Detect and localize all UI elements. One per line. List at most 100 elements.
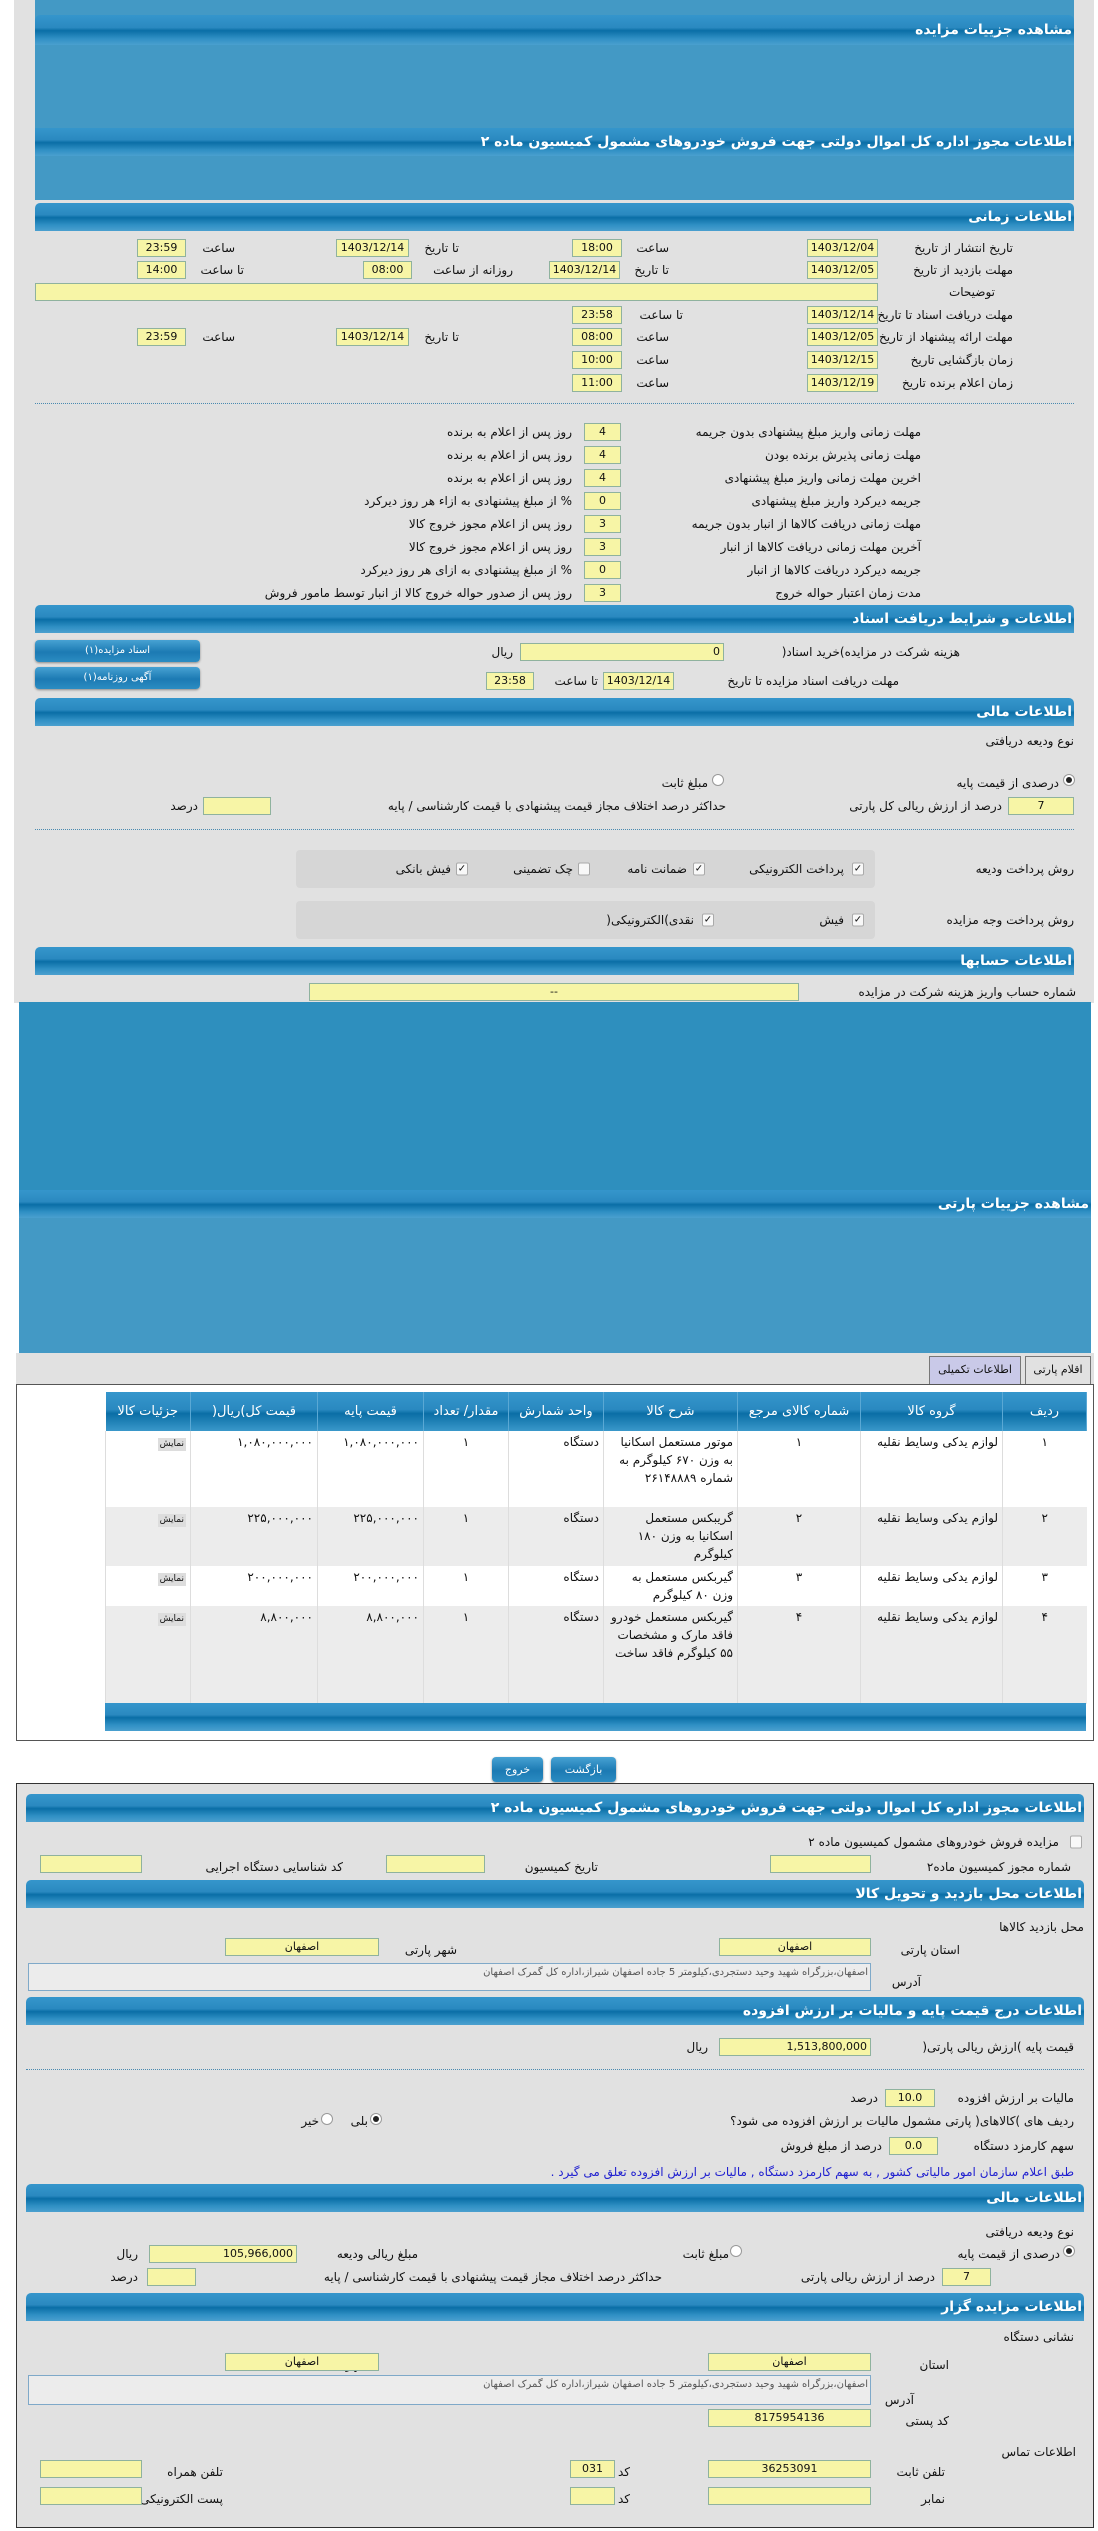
description-field bbox=[35, 283, 878, 301]
lot-city-field: اصفهان bbox=[225, 1938, 379, 1956]
newspaper-ad-button[interactable]: آگهی روزنامه(۱) bbox=[35, 667, 200, 689]
percent-radio[interactable] bbox=[1063, 774, 1075, 786]
to-date-label: تا تاریخ bbox=[634, 263, 669, 277]
cash-electronic-label: نقدی)الکترونیکی( bbox=[606, 913, 694, 927]
deadline-label: مهلت زمانی دریافت کالاها از انبار بدون ج… bbox=[691, 517, 921, 531]
postal-code-field: 8175954136 bbox=[708, 2409, 871, 2427]
deadline-label: مهلت زمانی پذیرش برنده بودن bbox=[764, 448, 921, 462]
fee-share-field: 0.0 bbox=[889, 2137, 938, 2155]
column-header: ردیف bbox=[1002, 1392, 1087, 1431]
opening-time: 10:00 bbox=[572, 351, 622, 369]
commission-date-label: تاریخ کمیسیون bbox=[524, 1860, 598, 1874]
divider bbox=[35, 403, 1074, 404]
table-cell: ۳ bbox=[1002, 1566, 1087, 1606]
fee-unit: ریال bbox=[491, 645, 513, 659]
base-price-field: 1,513,800,000 bbox=[719, 2038, 871, 2056]
table-cell: دستگاه bbox=[508, 1507, 604, 1566]
table-cell: لوازم یدکی وسایط نقلیه bbox=[860, 1431, 1003, 1507]
deadline-value: 4 bbox=[584, 469, 621, 487]
guarantee-letter-checkbox[interactable]: ✓ bbox=[693, 862, 705, 876]
max-diff-label: حداکثر درصد اختلاف مجاز قیمت پیشنهادی با… bbox=[387, 799, 726, 813]
max-diff-field bbox=[147, 2268, 196, 2286]
table-cell: ۲۲۵,۰۰۰,۰۰۰ bbox=[190, 1507, 318, 1566]
deadline-suffix: % از مبلغ پیشنهادی به ازای هر روز دیرکرد bbox=[360, 563, 572, 577]
lot-address-label: آدرس bbox=[891, 1975, 921, 1989]
contact-title: اطلاعات تماس bbox=[1001, 2445, 1076, 2459]
deadline-label: مهلت زمانی واریز مبلغ پیشنهادی بدون جریم… bbox=[695, 425, 921, 439]
deposit-type-label: نوع ودیعه دریافتی bbox=[985, 734, 1074, 748]
bank-slip-label: فیش بانکی bbox=[395, 862, 451, 876]
lot-items-table: ردیف گروه کالا شماره کالای مرجع شرح کالا واح… bbox=[105, 1392, 1087, 1704]
cash-electronic-checkbox[interactable]: ✓ bbox=[702, 913, 714, 927]
org-code-field bbox=[40, 1855, 142, 1873]
exit-button[interactable]: خروج bbox=[492, 1757, 543, 1782]
documents-section-title: اطلاعات و شرایط دریافت اسناد bbox=[35, 605, 1074, 633]
deposit-percent-suffix: درصد از ارزش ریالی کل پارتی bbox=[849, 799, 1002, 813]
vat-yes-radio[interactable] bbox=[370, 2113, 382, 2125]
column-header: قیمت پایه bbox=[317, 1392, 424, 1431]
fixed-radio[interactable] bbox=[712, 774, 724, 786]
max-diff-label: حداکثر درصد اختلاف مجاز قیمت پیشنهادی با… bbox=[323, 2270, 662, 2284]
commission-auction-label: مزایده فروش خودروهای مشمول کمیسیون ماده … bbox=[808, 1835, 1059, 1849]
electronic-payment-checkbox[interactable]: ✓ bbox=[852, 862, 864, 876]
table-row: ۳ لوازم یدکی وسایط نقلیه ۳ گیربکس مستعمل به… bbox=[105, 1566, 1087, 1606]
cell-details: نمایش bbox=[105, 1606, 191, 1704]
show-details-button[interactable]: نمایش bbox=[157, 1613, 186, 1626]
table-cell: دستگاه bbox=[508, 1431, 604, 1507]
table-cell: ۱,۰۸۰,۰۰۰,۰۰۰ bbox=[317, 1431, 424, 1507]
show-details-button[interactable]: نمایش bbox=[157, 1514, 186, 1527]
fixed-radio[interactable] bbox=[730, 2245, 742, 2257]
fee-label: هزینه شرکت در مزایده)خرید اسناد( bbox=[781, 645, 960, 659]
table-row: ۱ لوازم یدکی وسایط نقلیه ۱ موتور مستعمل اسک… bbox=[105, 1431, 1087, 1507]
table-cell: دستگاه bbox=[508, 1566, 604, 1606]
tab-lot-items[interactable]: اقلام پارتی bbox=[1025, 1356, 1091, 1384]
percent-radio[interactable] bbox=[1063, 2245, 1075, 2257]
lot-city-label: شهر پارتی bbox=[404, 1943, 457, 1957]
cell-details: نمایش bbox=[105, 1431, 191, 1507]
time-label: ساعت bbox=[202, 330, 235, 344]
table-cell: ۳ bbox=[737, 1566, 861, 1606]
column-header: شرح کالا bbox=[603, 1392, 738, 1431]
license-no-label: شماره مجوز کمیسیون ماده۲ bbox=[926, 1860, 1071, 1874]
show-details-button[interactable]: نمایش bbox=[157, 1573, 186, 1586]
docs-deadline-label: مهلت دریافت اسناد تا تاریخ bbox=[877, 308, 1013, 322]
commission-auction-checkbox[interactable] bbox=[1070, 1835, 1082, 1849]
deposit-percent: 7 bbox=[1008, 797, 1074, 815]
finance-section-title: اطلاعات مالی bbox=[35, 698, 1074, 726]
license-section-title: اطلاعات مجوز اداره کل اموال دولتی جهت فر… bbox=[26, 1794, 1084, 1822]
fee-field: 0 bbox=[520, 643, 724, 661]
auctioneer-section-title: اطلاعات مزایده گزار bbox=[26, 2293, 1084, 2321]
tab-supplementary-info[interactable]: اطلاعات تکمیلی bbox=[929, 1356, 1021, 1384]
fixed-option-label: مبلغ ثابت bbox=[661, 776, 708, 790]
price-section-title: اطلاعات درج قیمت پایه و مالیات بر ارزش ا… bbox=[26, 1997, 1084, 2025]
percent-option-label: درصدی از قیمت پایه bbox=[957, 2247, 1060, 2261]
deadline-suffix: روز پس از اعلام مجوز خروج کالا bbox=[408, 540, 572, 554]
slip-checkbox[interactable]: ✓ bbox=[852, 913, 864, 927]
fax-code-label: کد bbox=[617, 2492, 630, 2506]
table-cell: گریبکس مستعمل اسکانیا به وزن ۱۸۰ کیلوگرم bbox=[603, 1507, 738, 1566]
daily-from-label: روزانه از ساعت bbox=[433, 263, 513, 277]
time-label: ساعت bbox=[636, 353, 669, 367]
to-time-label: تا ساعت bbox=[639, 308, 683, 322]
bank-slip-checkbox[interactable]: ✓ bbox=[456, 862, 468, 876]
accounts-section-title: اطلاعات حسابها bbox=[35, 947, 1074, 975]
table-cell: ۴ bbox=[1002, 1606, 1087, 1704]
table-cell: ۴ bbox=[737, 1606, 861, 1704]
vat-no-radio[interactable] bbox=[321, 2113, 333, 2125]
check-checkbox[interactable] bbox=[578, 862, 590, 876]
deadline-value: 0 bbox=[584, 561, 621, 579]
column-header: قیمت کل)ریال( bbox=[190, 1392, 318, 1431]
table-cell: لوازم یدکی وسایط نقلیه bbox=[860, 1566, 1003, 1606]
address-field: اصفهان،بزرگراه شهید وحید دستجردی،کیلومتر… bbox=[28, 2375, 871, 2405]
divider bbox=[26, 2069, 1084, 2070]
lot-header-area-lower bbox=[19, 1192, 1091, 1353]
cell-details: نمایش bbox=[105, 1566, 191, 1606]
back-button[interactable]: بازگشت bbox=[551, 1757, 616, 1782]
visit-from-date: 1403/12/05 bbox=[807, 261, 878, 279]
show-details-button[interactable]: نمایش bbox=[157, 1438, 186, 1451]
deadline-value: 0 bbox=[584, 492, 621, 510]
column-header: مقدار/ تعداد bbox=[423, 1392, 509, 1431]
deadline-value: 3 bbox=[584, 538, 621, 556]
auction-documents-button[interactable]: اسناد مزایده(۱) bbox=[35, 640, 200, 662]
column-header: شماره کالای مرجع bbox=[737, 1392, 861, 1431]
